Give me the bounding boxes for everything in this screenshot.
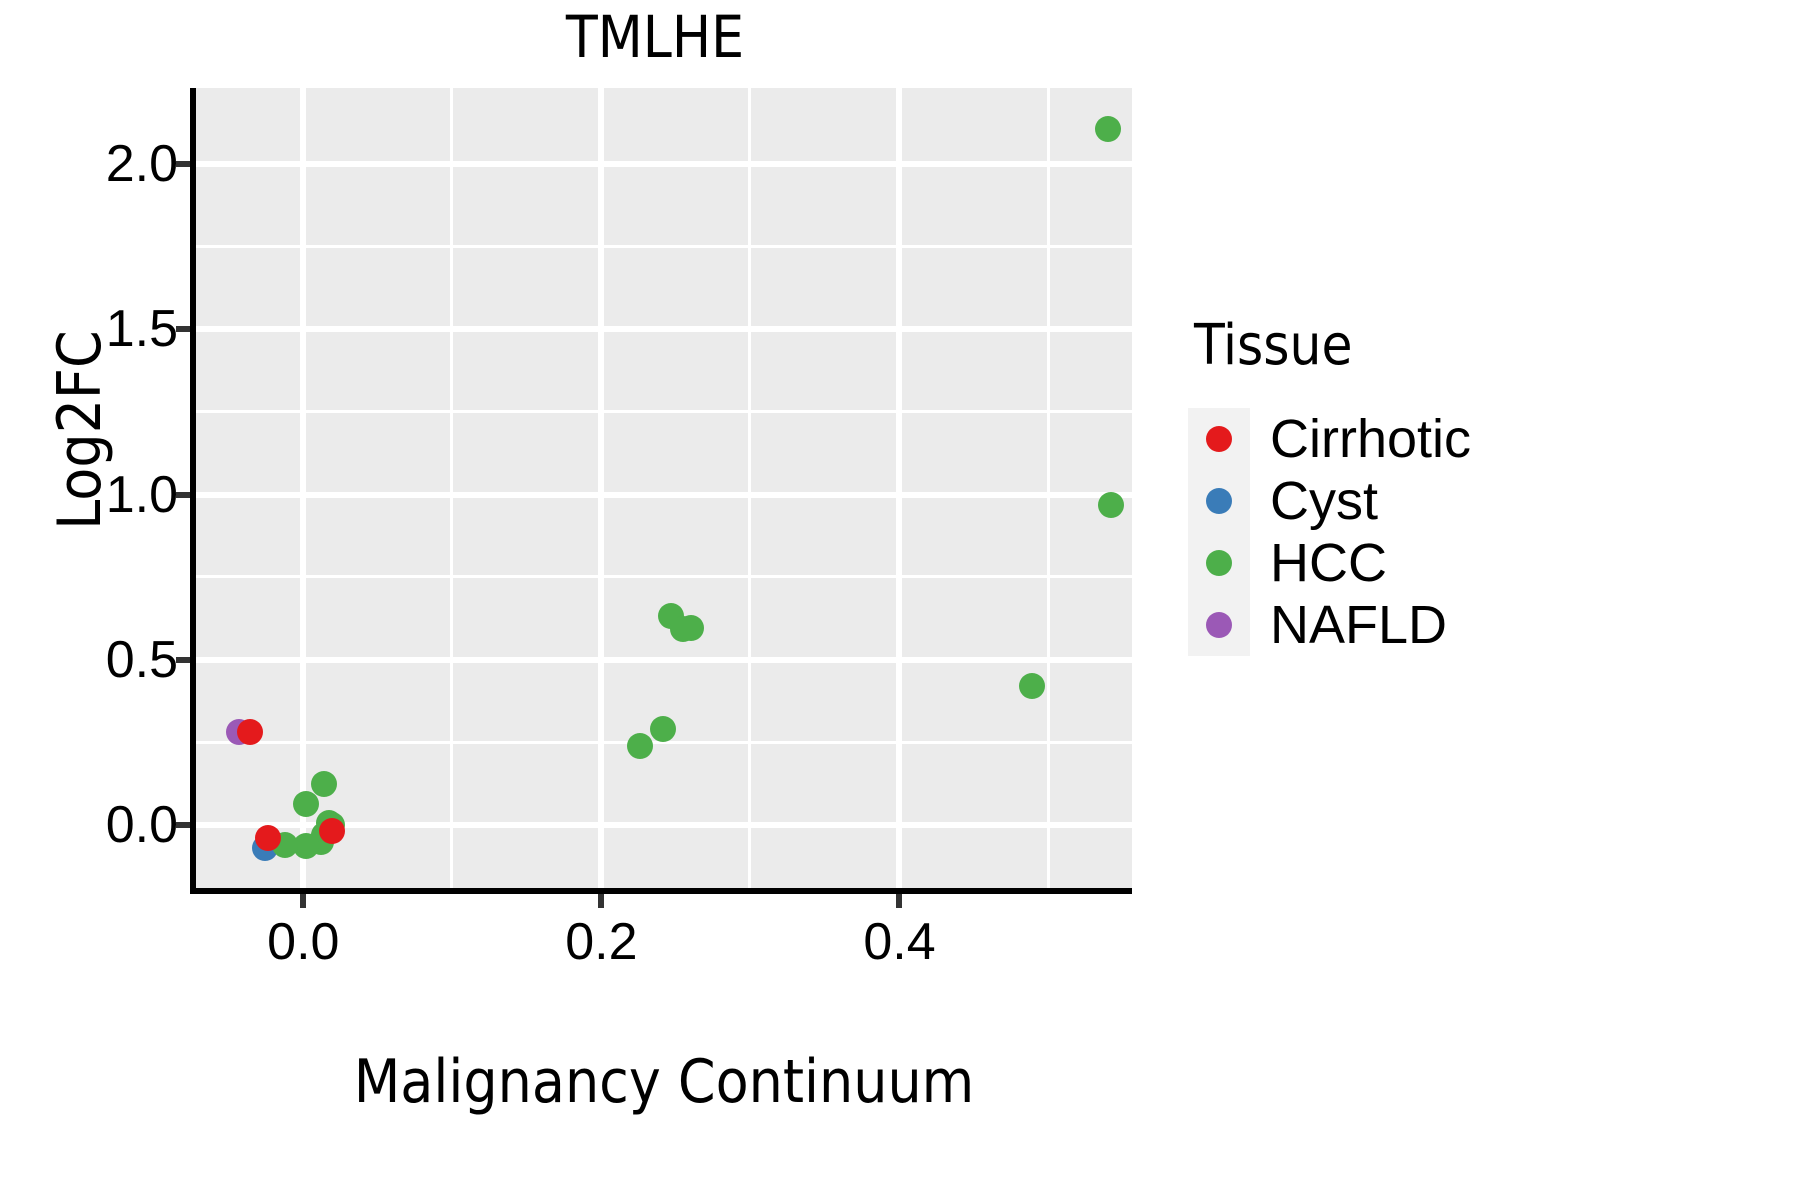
data-point	[318, 818, 345, 845]
plot-panel	[196, 88, 1132, 888]
gridline-horizontal	[196, 409, 1132, 413]
gridline-horizontal	[196, 491, 1132, 498]
data-point	[1095, 116, 1122, 143]
legend-key-swatch	[1188, 594, 1250, 656]
page-title: TMLHE	[565, 3, 745, 71]
gridline-vertical	[748, 88, 752, 888]
x-axis-tick-label: 0.2	[565, 913, 638, 971]
legend-dot-icon	[1206, 488, 1232, 514]
gridline-horizontal	[196, 822, 1132, 829]
x-axis-tick	[598, 894, 605, 908]
data-point	[1098, 491, 1125, 518]
legend-key-swatch	[1188, 532, 1250, 594]
legend-item-cirrhotic[interactable]: Cirrhotic	[1188, 408, 1471, 470]
legend-title: Tissue	[1194, 313, 1353, 378]
x-axis-title: Malignancy Continuum	[353, 1047, 975, 1117]
y-axis-tick	[176, 491, 190, 498]
gridline-horizontal	[196, 656, 1132, 663]
legend-item-label: Cyst	[1270, 471, 1378, 531]
legend-key-swatch	[1188, 470, 1250, 532]
y-axis-tick-label: 1.5	[105, 300, 178, 359]
gridline-horizontal	[196, 575, 1132, 579]
legend-item-hcc[interactable]: HCC	[1188, 532, 1471, 594]
legend-item-label: NAFLD	[1270, 595, 1448, 655]
legend-item-label: HCC	[1270, 533, 1387, 593]
x-axis-tick-label: 0.4	[863, 913, 936, 971]
gridline-vertical	[896, 88, 903, 888]
y-axis-tick	[176, 822, 190, 829]
y-axis-line	[190, 88, 196, 894]
data-point	[627, 732, 654, 759]
legend-dot-icon	[1206, 426, 1232, 452]
legend-item-label: Cirrhotic	[1270, 409, 1472, 469]
legend: Tissue Cirrhotic Cyst HCC NAFLD	[1188, 318, 1471, 656]
x-axis-tick	[300, 894, 307, 908]
data-point	[670, 616, 697, 643]
x-axis-tick	[896, 894, 903, 908]
data-point	[1019, 673, 1046, 700]
gridline-horizontal	[196, 244, 1132, 248]
gridline-horizontal	[196, 161, 1132, 168]
x-axis-line	[190, 888, 1132, 894]
legend-key-swatch	[1188, 408, 1250, 470]
legend-dot-icon	[1206, 550, 1232, 576]
legend-entries: Cirrhotic Cyst HCC NAFLD	[1188, 408, 1471, 656]
data-point	[293, 790, 320, 817]
legend-item-nafld[interactable]: NAFLD	[1188, 594, 1471, 656]
gridline-vertical	[1046, 88, 1050, 888]
data-point	[311, 770, 338, 797]
gridline-horizontal	[196, 326, 1132, 333]
y-axis-tick	[176, 656, 190, 663]
gridline-vertical	[598, 88, 605, 888]
data-point	[254, 825, 281, 852]
gridline-vertical	[450, 88, 454, 888]
y-axis-tick-label: 0.0	[105, 796, 178, 855]
legend-item-cyst[interactable]: Cyst	[1188, 470, 1471, 532]
gridline-vertical	[300, 88, 307, 888]
y-axis-tick	[176, 326, 190, 333]
data-point	[236, 719, 263, 746]
y-axis-tick-label: 2.0	[105, 135, 178, 194]
y-axis-title: Log2FC	[45, 330, 115, 530]
x-axis-tick-label: 0.0	[267, 913, 340, 971]
data-point	[649, 715, 676, 742]
gridline-horizontal	[196, 740, 1132, 744]
y-axis-tick-label: 0.5	[105, 630, 178, 689]
y-axis-tick	[176, 161, 190, 168]
legend-dot-icon	[1206, 612, 1232, 638]
y-axis-tick-label: 1.0	[105, 465, 178, 524]
